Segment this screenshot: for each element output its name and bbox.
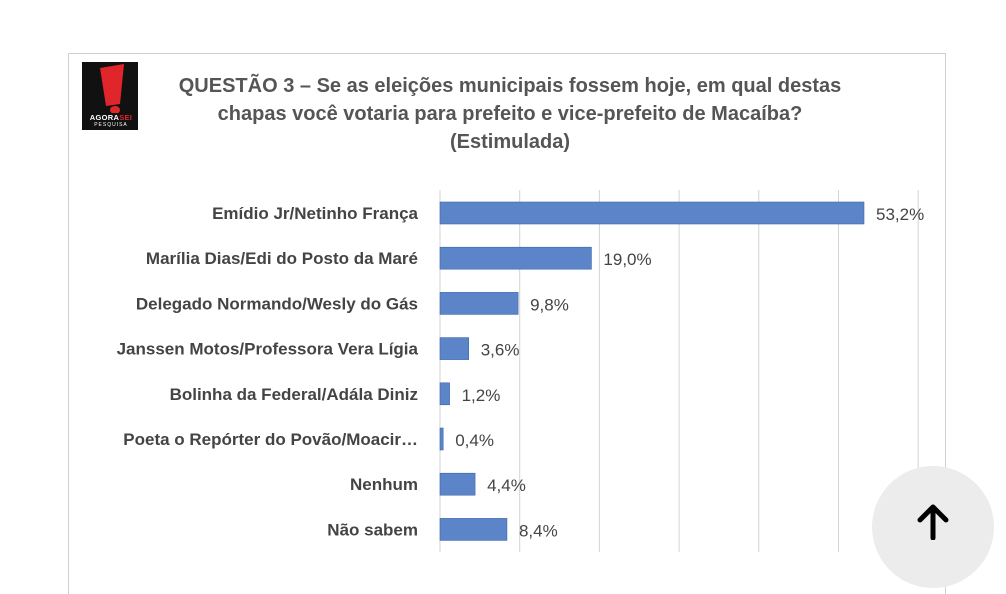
chart-card bbox=[68, 53, 946, 594]
bar bbox=[439, 246, 592, 270]
category-label: Delegado Normando/Wesly do Gás bbox=[136, 294, 418, 313]
category-label: Marília Dias/Edi do Posto da Maré bbox=[146, 249, 418, 268]
bar bbox=[439, 382, 450, 406]
bar bbox=[439, 427, 444, 451]
data-label: 1,2% bbox=[462, 386, 501, 405]
bar bbox=[439, 292, 519, 315]
logo-text: AGORASEI bbox=[84, 113, 138, 122]
bar bbox=[439, 472, 476, 496]
bar bbox=[439, 518, 508, 541]
data-label: 3,6% bbox=[481, 341, 520, 360]
category-label: Poeta o Repórter do Povão/Moacir… bbox=[123, 430, 418, 449]
category-label: Bolinha da Federal/Adála Diniz bbox=[170, 385, 418, 404]
scroll-to-top-button[interactable] bbox=[872, 466, 994, 588]
category-label: Janssen Motos/Professora Vera Lígia bbox=[117, 340, 419, 359]
title-line-3: (Estimulada) bbox=[449, 131, 571, 153]
bar bbox=[439, 337, 469, 360]
bar bbox=[439, 201, 865, 225]
data-label: 0,4% bbox=[455, 431, 494, 450]
category-label: Nenhum bbox=[350, 475, 418, 494]
data-label: 9,8% bbox=[530, 295, 569, 314]
data-label: 53,2% bbox=[876, 205, 924, 224]
category-label: Não sabem bbox=[327, 520, 418, 539]
bar-chart: Emídio Jr/Netinho França 53,2% Marília Dia… bbox=[117, 190, 924, 552]
data-label: 8,4% bbox=[519, 521, 558, 540]
title-line-1: QUESTÃO 3 – Se as eleições municipais fo… bbox=[178, 75, 842, 97]
chart-title: QUESTÃO 3 – Se as eleições municipais fo… bbox=[150, 72, 870, 156]
arrow-up-icon bbox=[917, 504, 949, 540]
logo-subtext: PESQUISA bbox=[84, 122, 138, 129]
data-label: 4,4% bbox=[487, 476, 526, 495]
category-label: Emídio Jr/Netinho França bbox=[212, 204, 418, 223]
data-label: 19,0% bbox=[603, 250, 651, 269]
title-line-2: chapas você votaria para prefeito e vice… bbox=[217, 103, 803, 125]
